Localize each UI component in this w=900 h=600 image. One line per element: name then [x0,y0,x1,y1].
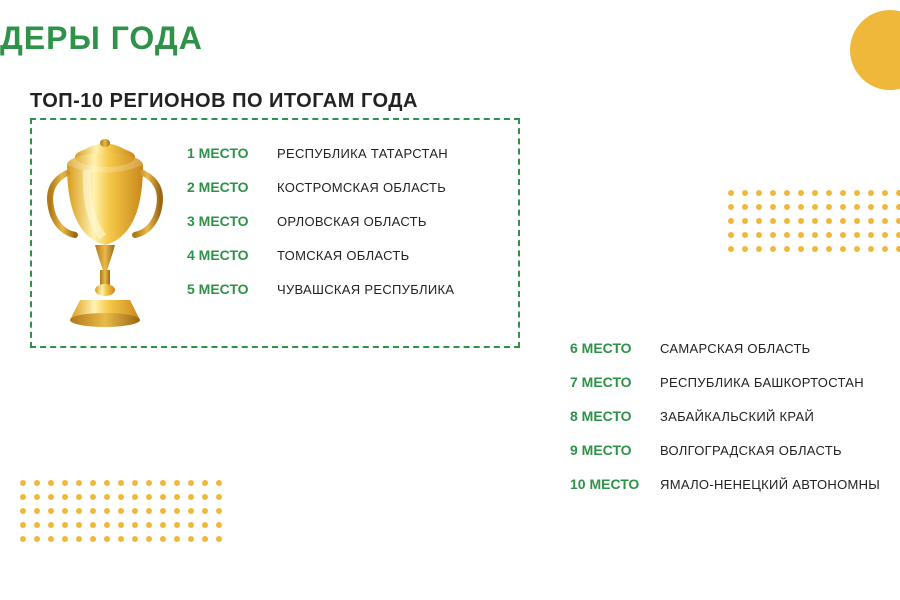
region-label: КОСТРОМСКАЯ ОБЛАСТЬ [277,180,446,195]
region-label: ЧУВАШСКАЯ РЕСПУБЛИКА [277,282,454,297]
rank-label: 8 МЕСТО [570,408,660,424]
rank-label: 9 МЕСТО [570,442,660,458]
rank-row: 1 МЕСТО РЕСПУБЛИКА ТАТАРСТАН [187,145,454,161]
region-label: ОРЛОВСКАЯ ОБЛАСТЬ [277,214,427,229]
region-label: ТОМСКАЯ ОБЛАСТЬ [277,248,409,263]
region-label: ЯМАЛО-НЕНЕЦКИЙ АВТОНОМНЫ [660,477,880,492]
region-label: РЕСПУБЛИКА БАШКОРТОСТАН [660,375,864,390]
subtitle: ТОП-10 РЕГИОНОВ ПО ИТОГАМ ГОДА [30,90,418,113]
region-label: ВОЛГОГРАДСКАЯ ОБЛАСТЬ [660,443,842,458]
rank-label: 2 МЕСТО [187,179,277,195]
bottom5-list: 6 МЕСТО САМАРСКАЯ ОБЛАСТЬ 7 МЕСТО РЕСПУБ… [570,340,880,510]
trophy-icon [32,125,177,345]
region-label: РЕСПУБЛИКА ТАТАРСТАН [277,146,448,161]
rank-label: 7 МЕСТО [570,374,660,390]
page-title: ДЕРЫ ГОДА [0,20,203,57]
rank-row: 9 МЕСТО ВОЛГОГРАДСКАЯ ОБЛАСТЬ [570,442,880,458]
rank-label: 6 МЕСТО [570,340,660,356]
region-label: САМАРСКАЯ ОБЛАСТЬ [660,341,811,356]
rank-row: 2 МЕСТО КОСТРОМСКАЯ ОБЛАСТЬ [187,179,454,195]
rank-label: 4 МЕСТО [187,247,277,263]
dot-pattern-left [20,480,222,542]
badge-circle [850,10,900,90]
rank-row: 8 МЕСТО ЗАБАЙКАЛЬСКИЙ КРАЙ [570,408,880,424]
rank-label: 3 МЕСТО [187,213,277,229]
rank-label: 5 МЕСТО [187,281,277,297]
rank-row: 10 МЕСТО ЯМАЛО-НЕНЕЦКИЙ АВТОНОМНЫ [570,476,880,492]
rank-row: 3 МЕСТО ОРЛОВСКАЯ ОБЛАСТЬ [187,213,454,229]
dot-pattern-right [728,190,900,252]
region-label: ЗАБАЙКАЛЬСКИЙ КРАЙ [660,409,814,424]
rank-row: 4 МЕСТО ТОМСКАЯ ОБЛАСТЬ [187,247,454,263]
rank-label: 10 МЕСТО [570,476,660,492]
rank-row: 5 МЕСТО ЧУВАШСКАЯ РЕСПУБЛИКА [187,281,454,297]
rank-row: 6 МЕСТО САМАРСКАЯ ОБЛАСТЬ [570,340,880,356]
rank-row: 7 МЕСТО РЕСПУБЛИКА БАШКОРТОСТАН [570,374,880,390]
rank-label: 1 МЕСТО [187,145,277,161]
top5-list: 1 МЕСТО РЕСПУБЛИКА ТАТАРСТАН 2 МЕСТО КОС… [187,145,454,315]
top5-box: 1 МЕСТО РЕСПУБЛИКА ТАТАРСТАН 2 МЕСТО КОС… [30,118,520,348]
